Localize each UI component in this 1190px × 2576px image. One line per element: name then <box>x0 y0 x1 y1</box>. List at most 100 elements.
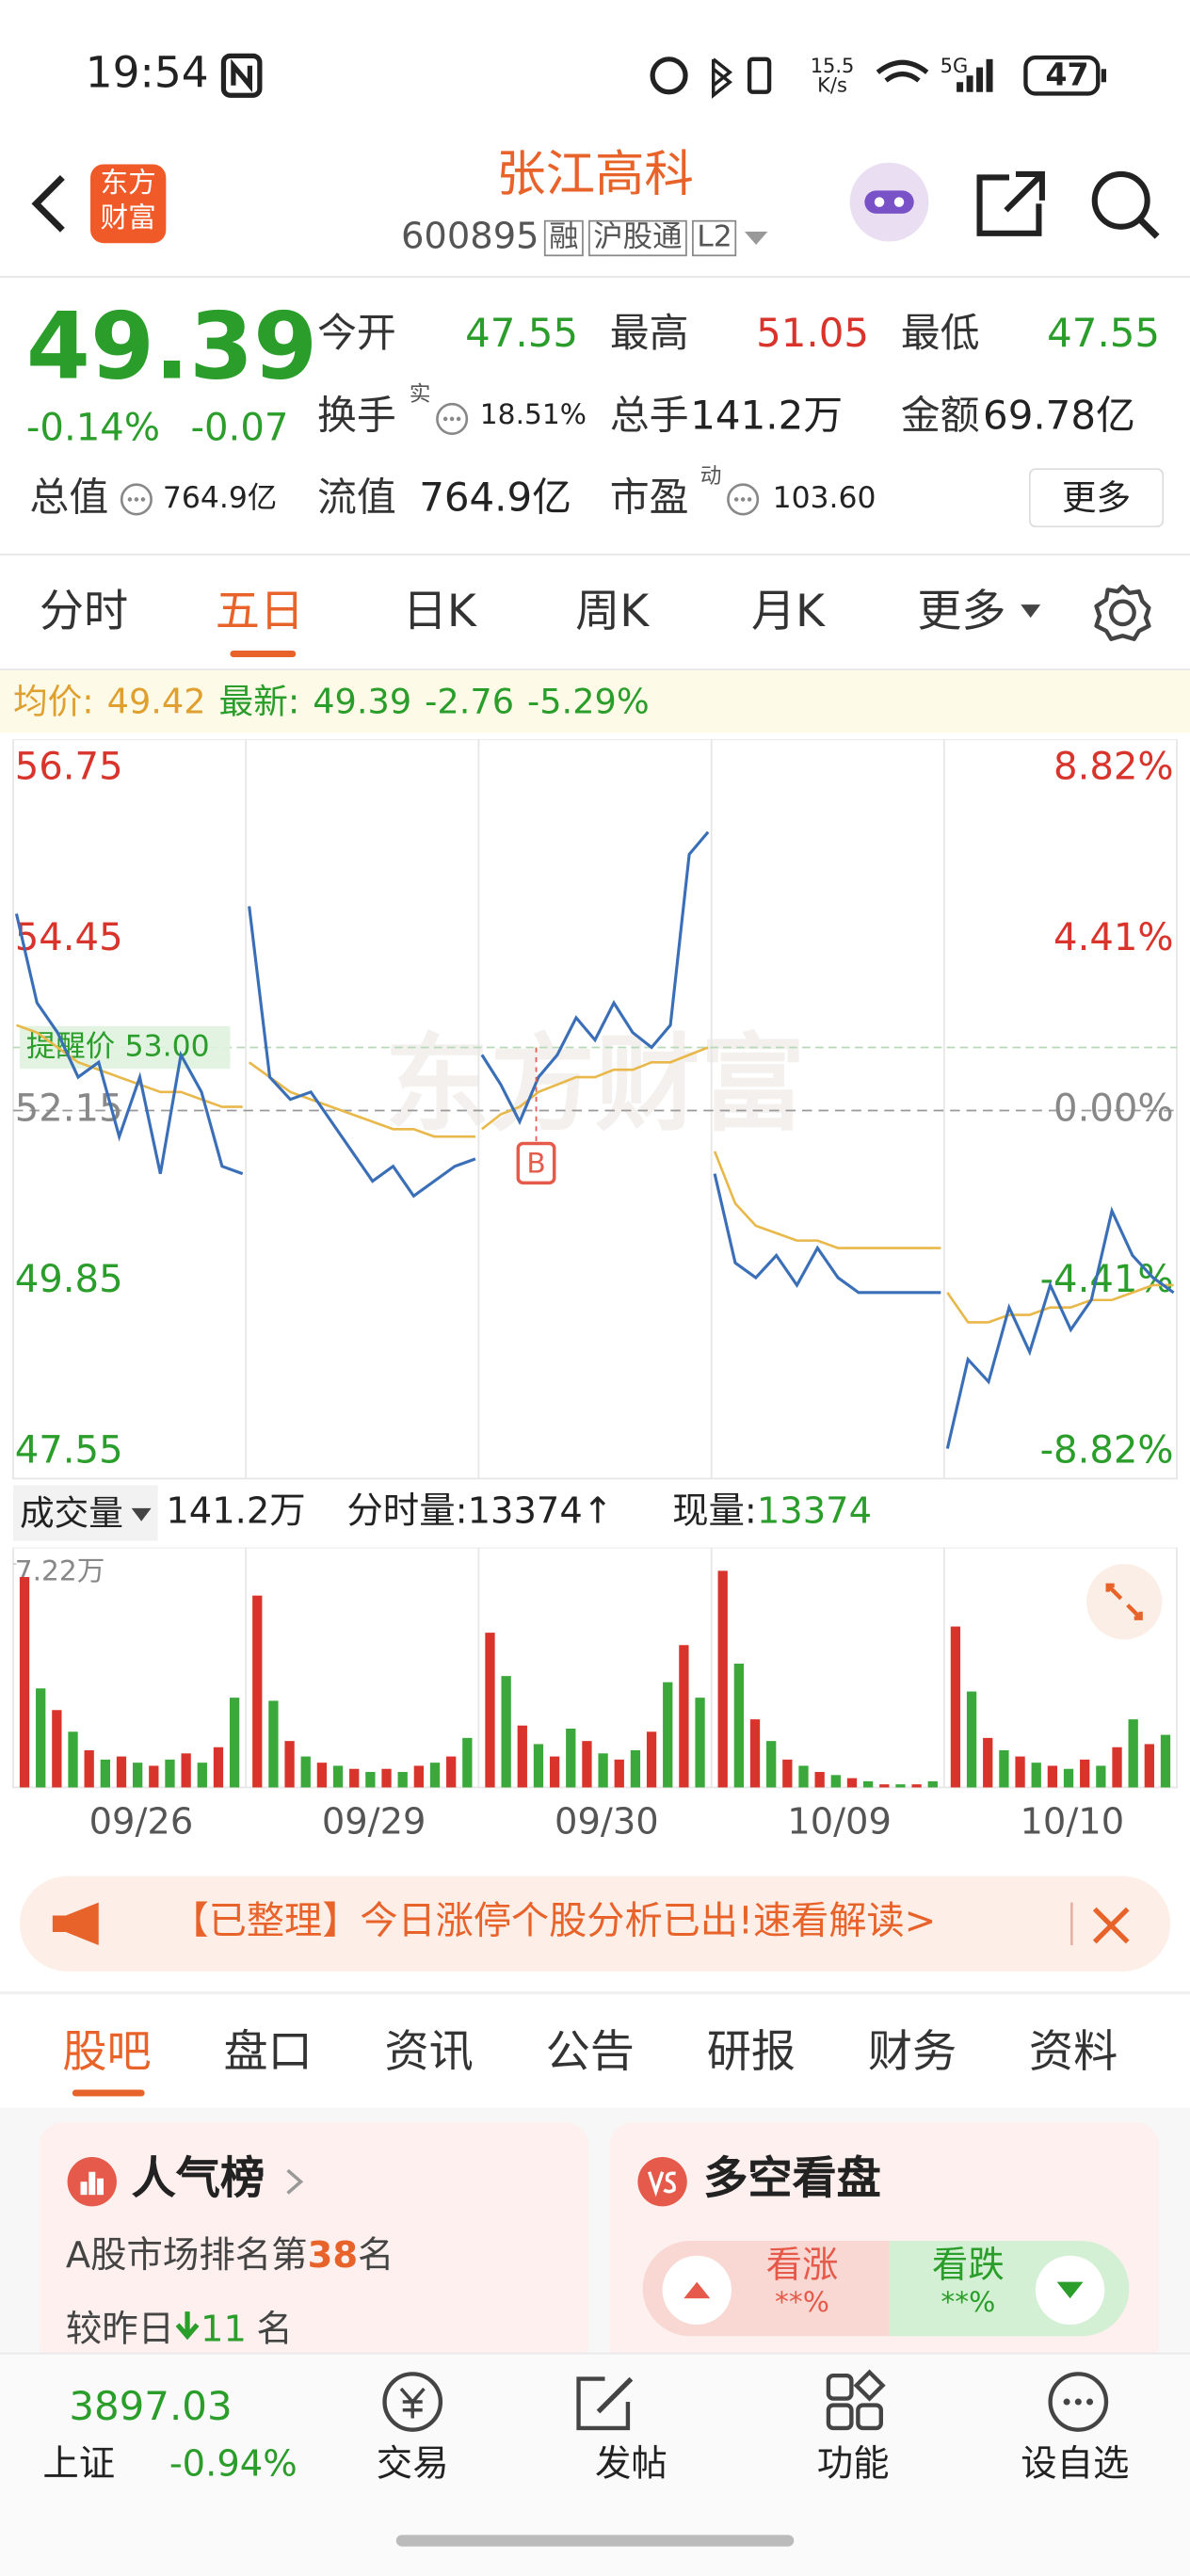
chevron <box>286 2168 304 2195</box>
price-tick-label: 49.85 <box>15 1258 123 1301</box>
volume-bar <box>397 1772 408 1788</box>
volume-bar <box>1063 1768 1074 1788</box>
stock-name: 张江高科 <box>496 146 694 204</box>
date-label: 10/09 <box>787 1800 892 1843</box>
last-price: 49.39 <box>313 682 412 722</box>
news-banner[interactable] <box>19 1876 1171 1972</box>
index-change[interactable]: -0.94% <box>169 2444 298 2487</box>
pct-tick-label: 0.00% <box>1053 1087 1174 1131</box>
close-button[interactable] <box>1069 1899 1141 1948</box>
bull-vote: 看涨 **% <box>765 2246 839 2318</box>
field-value: 47.55 <box>465 310 579 357</box>
volume-bar <box>19 1576 30 1788</box>
expand-button[interactable] <box>1085 1562 1164 1641</box>
app-logo[interactable]: 东方 财富 <box>90 164 167 244</box>
volume-bar <box>1096 1765 1106 1788</box>
stock-code-row[interactable]: 600895 融 沪股通 L2 <box>401 219 772 257</box>
index-name[interactable]: 上证 <box>42 2444 116 2487</box>
volume-bar <box>229 1698 240 1788</box>
section-tab[interactable]: 盘口 <box>223 2027 313 2079</box>
section-tab[interactable]: 研报 <box>706 2027 796 2079</box>
banner-text[interactable]: 【已整理】今日涨停个股分析已出!速看解读> <box>170 1900 937 1944</box>
volume-bar <box>1047 1765 1058 1788</box>
status-icons <box>650 55 1106 99</box>
volume-bar <box>614 1759 624 1788</box>
section-tab[interactable]: 资讯 <box>384 2027 474 2079</box>
date-label: 10/10 <box>1021 1800 1125 1843</box>
volume-bar <box>533 1744 544 1788</box>
alert-price: 53.00 <box>125 1029 210 1063</box>
period-tab[interactable]: 日K <box>402 586 476 638</box>
volume-bar <box>100 1759 110 1788</box>
section-tab[interactable]: 资料 <box>1028 2027 1118 2079</box>
nav-item[interactable]: 功能 <box>816 2444 890 2487</box>
section-tab[interactable]: 财务 <box>867 2027 957 2079</box>
volume-bar <box>927 1780 938 1788</box>
net-speed-unit: K/s <box>817 73 847 97</box>
period-tab[interactable]: 更多 <box>917 586 1006 638</box>
date-label: 09/26 <box>89 1800 194 1843</box>
net-speed: 15.5 K/s <box>811 56 855 95</box>
field-label: 总手 <box>609 393 689 439</box>
field-label: 最高 <box>609 310 689 357</box>
popularity-icon <box>67 2157 117 2207</box>
index-value[interactable]: 3897.03 <box>69 2383 233 2430</box>
bear-vote: 看跌 **% <box>932 2248 1005 2318</box>
volume-bar <box>517 1725 527 1788</box>
volume-bar <box>149 1765 159 1788</box>
period-tab[interactable]: 月K <box>750 586 825 638</box>
header-actions[interactable] <box>844 161 1173 250</box>
nav-item[interactable]: 设自选 <box>1021 2444 1130 2487</box>
settings-button[interactable] <box>1091 582 1153 644</box>
volume-bar <box>749 1719 761 1788</box>
nfc-icon <box>220 53 263 98</box>
volume-bar <box>549 1756 560 1788</box>
info-icon[interactable] <box>725 481 761 517</box>
popularity-card[interactable] <box>39 2122 589 2370</box>
nav-item[interactable]: 发帖 <box>595 2444 667 2487</box>
avg-line <box>481 1046 709 1131</box>
pct-tick-label: 8.82% <box>1053 746 1174 789</box>
period-tab[interactable]: 周K <box>575 586 650 638</box>
now-label: 现量: <box>672 1491 757 1533</box>
volume-bar <box>365 1772 376 1788</box>
info-icon[interactable] <box>119 481 154 517</box>
vs-icon <box>637 2157 687 2207</box>
tick-label: 分时量: <box>346 1491 468 1533</box>
volume-bar <box>84 1750 94 1788</box>
field-label: 总值 <box>29 475 109 522</box>
pct-tick-label: -4.41% <box>1040 1258 1174 1301</box>
volume-bar <box>485 1633 495 1788</box>
battery-level: 47 <box>1045 57 1089 94</box>
volume-bar <box>52 1710 62 1788</box>
section-tab[interactable]: 股吧 <box>62 2027 152 2079</box>
dropdown-arrow <box>1021 604 1041 619</box>
field-value: 69.78亿 <box>983 393 1135 439</box>
info-icon[interactable] <box>434 401 470 437</box>
period-change-pct: -5.29% <box>526 682 650 722</box>
rank-suffix: 名 <box>358 2235 394 2278</box>
field-sup: 实 <box>409 382 431 408</box>
tick-value: 13374 <box>467 1491 583 1533</box>
section-tab[interactable]: 公告 <box>545 2027 635 2079</box>
volume-selector[interactable]: 成交量 <box>12 1485 158 1541</box>
volume-bar <box>300 1756 311 1788</box>
more-button[interactable]: 更多 <box>1028 468 1165 528</box>
tag: L2 <box>691 219 737 257</box>
field-value: 764.9亿 <box>419 475 572 522</box>
period-tab-active[interactable]: 五日 <box>215 586 304 638</box>
period-tab[interactable]: 分时 <box>39 586 129 638</box>
vote-icons <box>662 2255 1105 2326</box>
nav-item[interactable]: 交易 <box>376 2444 449 2487</box>
speaker-icon <box>52 1902 99 1945</box>
volume-bar <box>717 1570 728 1788</box>
bull-label: 看涨 <box>765 2246 839 2287</box>
back-button[interactable] <box>23 170 72 236</box>
volume-bar <box>679 1645 689 1788</box>
volume-bar <box>814 1772 825 1788</box>
card-title: 人气榜 <box>131 2153 265 2205</box>
period-change: -2.76 <box>425 682 515 722</box>
field-label: 市盈 <box>609 475 689 522</box>
volume-bar <box>284 1741 295 1788</box>
down-arrow <box>175 2311 200 2341</box>
